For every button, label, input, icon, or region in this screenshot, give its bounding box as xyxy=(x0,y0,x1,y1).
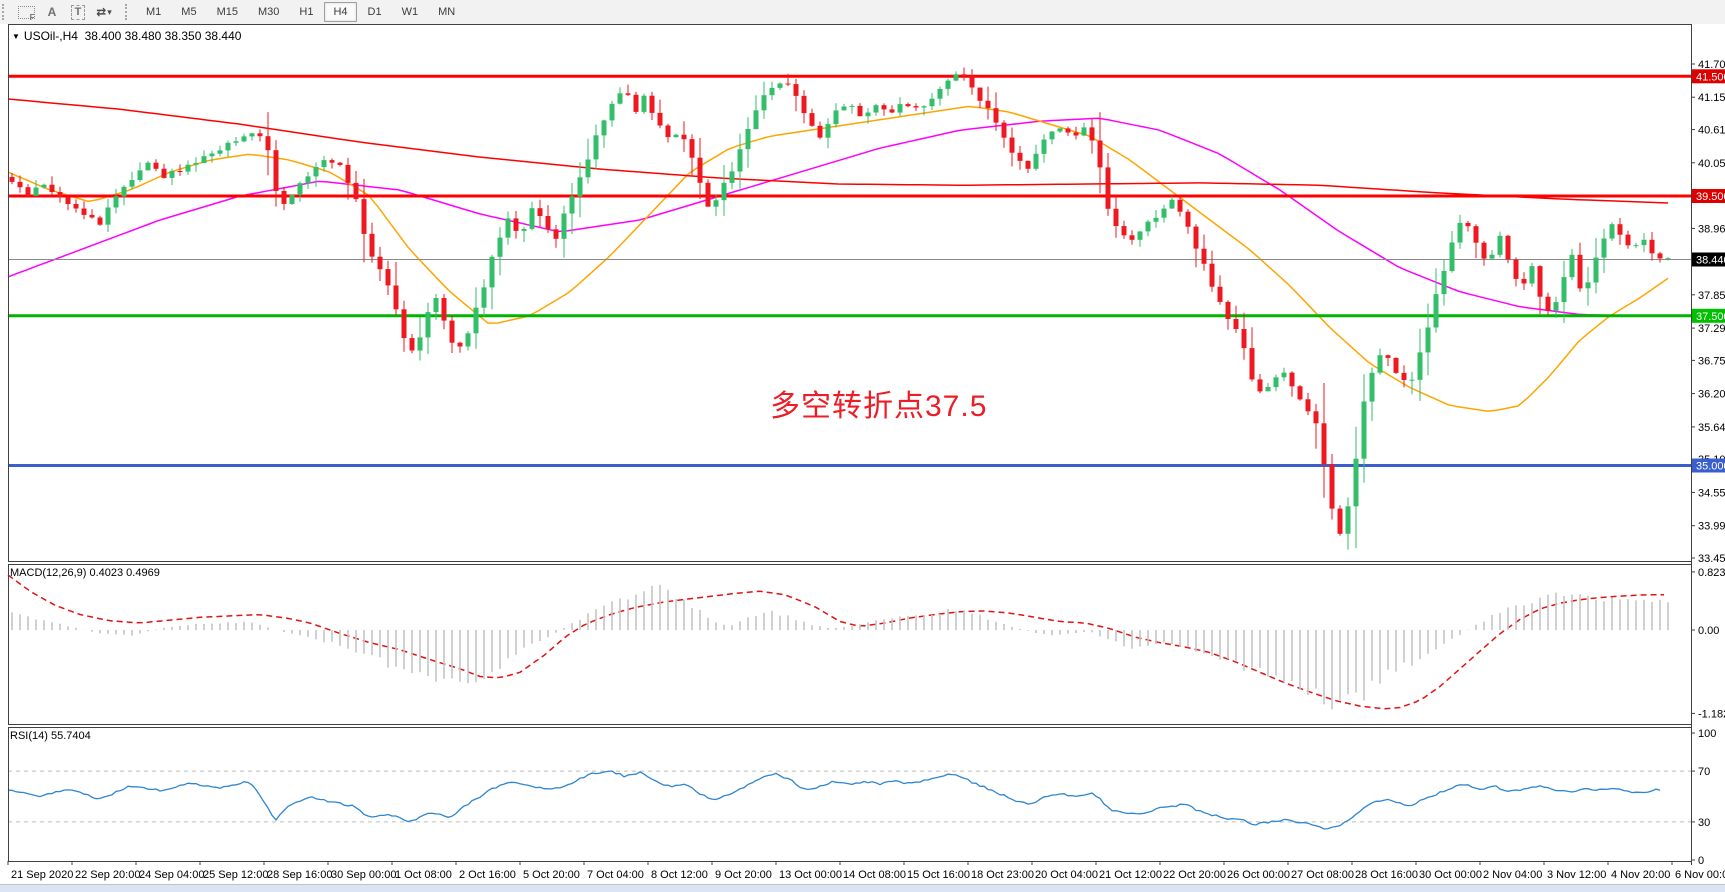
time-tick-label: 27 Oct 08:00 xyxy=(1291,869,1354,881)
bottom-scroll-strip xyxy=(0,884,1725,892)
ma-slow-line xyxy=(7,98,1669,204)
candlestick-series xyxy=(9,67,1671,550)
chart-window[interactable]: 41.705 41.150 40.610 40.055 38.960 37.850 37.2… xyxy=(0,24,1725,892)
timeframe-button-W1[interactable]: W1 xyxy=(401,6,419,18)
price-tick-label: 36.200 xyxy=(1698,389,1725,401)
time-tick-label: 7 Oct 04:00 xyxy=(587,869,644,881)
macd-signal-line xyxy=(7,574,1664,710)
macd-indicator-label: MACD(12,26,9) 0.4023 0.4969 xyxy=(10,567,160,579)
rsi-tick-label: 100 xyxy=(1698,728,1716,740)
timeframe-button-M1[interactable]: M1 xyxy=(146,6,162,18)
timeframe-button-MN[interactable]: MN xyxy=(438,6,456,18)
time-tick-label: 9 Oct 20:00 xyxy=(715,869,772,881)
rsi-line xyxy=(7,770,1661,830)
timeframe-button-H1[interactable]: H1 xyxy=(299,6,314,18)
time-tick-label: 8 Oct 12:00 xyxy=(651,869,708,881)
chart-background xyxy=(0,24,1725,892)
price-badge-text: 41.500 xyxy=(1696,71,1725,83)
ma-fast-line xyxy=(7,105,1669,413)
chart-text-annotation[interactable]: 多空转折点37.5 xyxy=(770,390,988,423)
time-tick-label: 14 Oct 08:00 xyxy=(843,869,906,881)
font-grid-icon-box: F xyxy=(17,5,35,22)
time-tick-label: 22 Sep 20:00 xyxy=(75,869,140,881)
time-tick-label: 3 Nov 12:00 xyxy=(1547,869,1606,881)
symbol-period-label: USOil-,H4 xyxy=(23,29,78,43)
timeframe-button-group: M1 M5 M15 M30 H1 H4 D1 W1 MN xyxy=(136,0,465,24)
time-tick-label: 6 Nov 00:00 xyxy=(1675,869,1725,881)
price-badge-37.500 xyxy=(1692,308,1725,323)
price-tick-label: 35.645 xyxy=(1698,422,1725,434)
time-tick-label: 30 Oct 00:00 xyxy=(1419,869,1482,881)
macd-tick-label: 0.00 xyxy=(1698,625,1719,637)
time-tick-label: 20 Oct 04:00 xyxy=(1035,869,1098,881)
price-tick-label: 40.610 xyxy=(1698,125,1725,137)
macd-tick-label: -1.1826 xyxy=(1698,708,1725,720)
font-grid-icon-letter: F xyxy=(29,12,35,22)
collapse-triangle-icon[interactable]: ▼ xyxy=(12,32,20,41)
price-tick-label: 38.960 xyxy=(1698,223,1725,235)
time-tick-label: 2 Nov 04:00 xyxy=(1483,869,1542,881)
rsi-indicator-label: RSI(14) 55.7404 xyxy=(10,730,91,742)
price-badge-41.500 xyxy=(1692,69,1725,84)
annotation-a-icon[interactable]: A xyxy=(47,5,57,19)
price-badge-text: 39.500 xyxy=(1696,191,1725,203)
time-tick-label: 28 Oct 16:00 xyxy=(1355,869,1418,881)
text-tool-icon[interactable]: T xyxy=(66,2,90,22)
timeframe-button-D1[interactable]: D1 xyxy=(367,6,382,18)
text-tool-icon-letter: T xyxy=(70,4,86,20)
top-toolbar: F A T ⇄ ▾ M1 M5 M15 M30 H1 H4 D1 W1 MN xyxy=(0,0,1725,25)
price-badge-35.000 xyxy=(1692,458,1725,473)
price-tick-label: 36.755 xyxy=(1698,355,1725,367)
time-tick-label: 28 Sep 16:00 xyxy=(267,869,332,881)
toolbar-gripper-2[interactable] xyxy=(125,4,132,20)
price-badge-text: 38.440 xyxy=(1696,255,1725,267)
time-tick-label: 5 Oct 20:00 xyxy=(523,869,580,881)
price-tick-label: 37.850 xyxy=(1698,290,1725,302)
price-badge-text: 35.000 xyxy=(1696,461,1725,473)
chart-canvas[interactable]: 41.705 41.150 40.610 40.055 38.960 37.850 37.2… xyxy=(0,24,1725,892)
price-tick-label: 40.055 xyxy=(1698,158,1725,170)
price-badge-38.440 xyxy=(1692,252,1725,267)
timeframe-button-H4[interactable]: H4 xyxy=(324,2,357,22)
time-tick-label: 13 Oct 00:00 xyxy=(779,869,842,881)
dropdown-caret-icon[interactable]: ▾ xyxy=(107,6,112,17)
price-tick-label: 34.550 xyxy=(1698,487,1725,499)
macd-tick-label: 0.8235 xyxy=(1698,567,1725,579)
price-tick-label: 41.150 xyxy=(1698,92,1725,104)
time-tick-label: 25 Sep 12:00 xyxy=(203,869,268,881)
toolbar-gripper[interactable] xyxy=(2,4,9,20)
time-tick-label: 26 Oct 00:00 xyxy=(1227,869,1290,881)
price-badge-text: 37.500 xyxy=(1696,311,1725,323)
time-tick-label: 1 Oct 08:00 xyxy=(395,869,452,881)
rsi-tick-label: 30 xyxy=(1698,817,1710,829)
time-tick-label: 18 Oct 23:00 xyxy=(971,869,1034,881)
time-tick-label: 22 Oct 20:00 xyxy=(1163,869,1226,881)
price-tick-label: 37.295 xyxy=(1698,323,1725,335)
ohlc-values-label: 38.400 38.480 38.350 38.440 xyxy=(84,29,242,43)
price-badge-39.500 xyxy=(1692,189,1725,203)
time-tick-label: 2 Oct 16:00 xyxy=(459,869,516,881)
price-tick-label: 33.995 xyxy=(1698,521,1725,533)
time-tick-label: 30 Sep 00:00 xyxy=(331,869,396,881)
time-tick-label: 15 Oct 16:00 xyxy=(907,869,970,881)
price-tick-label: 41.705 xyxy=(1698,59,1725,71)
timeframe-button-M5[interactable]: M5 xyxy=(181,6,197,18)
ma-medium-line xyxy=(7,117,1668,317)
chart-title: ▼ USOil-,H4 38.400 38.480 38.350 38.440 xyxy=(12,29,241,43)
macd-histogram xyxy=(11,584,1669,710)
font-grid-icon[interactable]: F xyxy=(14,2,38,22)
rsi-tick-label: 70 xyxy=(1698,766,1710,778)
arrange-arrows-icon[interactable]: ⇄ ▾ xyxy=(92,2,116,22)
arrows-glyph: ⇄ xyxy=(96,5,106,19)
rsi-tick-label: 0 xyxy=(1698,855,1704,867)
time-tick-label: 4 Nov 20:00 xyxy=(1611,869,1670,881)
time-tick-label: 24 Sep 04:00 xyxy=(139,869,204,881)
time-tick-label: 21 Sep 2020 xyxy=(11,869,73,881)
timeframe-button-M30[interactable]: M30 xyxy=(257,6,280,18)
price-tick-label: 33.455 xyxy=(1698,553,1725,565)
timeframe-button-M15[interactable]: M15 xyxy=(216,6,238,18)
time-tick-label: 21 Oct 12:00 xyxy=(1099,869,1162,881)
